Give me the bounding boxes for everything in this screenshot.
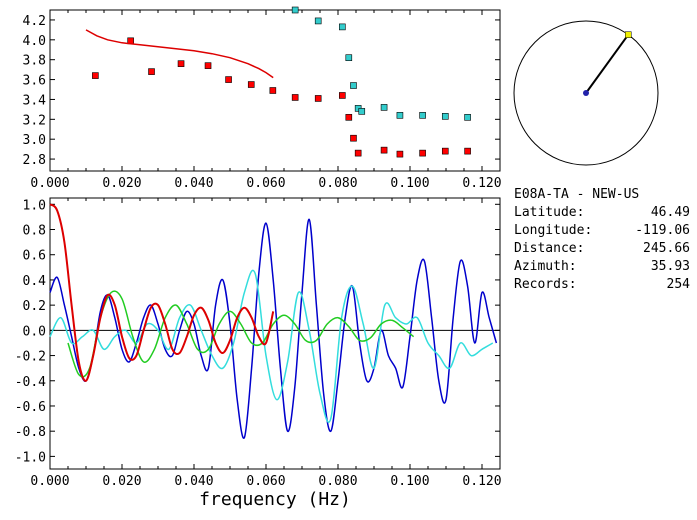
data-point-red — [177, 60, 185, 67]
azimuth-needle — [585, 34, 630, 94]
x-tick-label: 0.040 — [174, 176, 213, 191]
latitude-value: 46.49 — [650, 205, 690, 220]
waveform-series-2 — [67, 290, 415, 378]
data-point-cyan — [358, 108, 366, 115]
data-point-cyan — [380, 104, 388, 111]
longitude-row: Longitude: -119.06 — [514, 222, 690, 240]
azimuth-tip-marker — [624, 31, 632, 38]
data-point-cyan — [441, 113, 449, 120]
data-point-cyan — [350, 82, 357, 89]
data-point-red — [204, 62, 212, 69]
x-tick-label: 0.040 — [174, 474, 213, 489]
longitude-label: Longitude: — [514, 223, 593, 238]
x-tick-label: 0.100 — [390, 474, 429, 489]
y-tick-label: 0.8 — [23, 224, 46, 239]
y-tick-label: 0.4 — [23, 274, 47, 289]
data-point-red — [419, 149, 426, 157]
data-point-red — [354, 149, 362, 157]
x-tick-label: 0.060 — [246, 176, 285, 191]
y-tick-label: 0.6 — [23, 249, 46, 264]
data-point-red — [345, 114, 353, 121]
y-tick-label: 0.2 — [23, 299, 46, 314]
records-value: 254 — [666, 277, 690, 292]
data-point-red — [291, 94, 299, 101]
data-point-red — [350, 134, 357, 142]
data-point-cyan — [464, 114, 471, 121]
x-tick-label: 0.120 — [462, 474, 501, 489]
azimuth-label: Azimuth: — [514, 259, 577, 274]
data-point-red — [396, 150, 404, 158]
waveform-series-1 — [49, 269, 494, 423]
data-point-red — [314, 95, 322, 102]
distance-row: Distance: 245.66 — [514, 240, 690, 258]
plot-frame — [49, 197, 501, 470]
azimuth-value: 35.93 — [650, 259, 690, 274]
x-tick-label: 0.080 — [318, 474, 357, 489]
azimuth-ring — [513, 20, 659, 166]
x-tick-label: 0.060 — [246, 474, 285, 489]
data-point-red — [339, 92, 346, 99]
y-tick-label: 1.0 — [23, 198, 46, 213]
data-point-cyan — [396, 112, 404, 119]
x-tick-label: 0.020 — [102, 474, 141, 489]
longitude-value: -119.06 — [635, 223, 690, 238]
data-point-red — [464, 147, 471, 155]
records-label: Records: — [514, 277, 577, 292]
records-row: Records: 254 — [514, 276, 690, 294]
data-point-cyan — [339, 23, 346, 31]
latitude-row: Latitude: 46.49 — [514, 204, 690, 222]
plot-frame — [49, 9, 501, 172]
azimuth-row: Azimuth: 35.93 — [514, 258, 690, 276]
y-tick-label: 3.8 — [23, 54, 46, 69]
data-point-red — [380, 146, 388, 154]
x-axis-label: frequency (Hz) — [199, 489, 351, 510]
data-point-red — [225, 76, 232, 83]
x-tick-label: 0.120 — [462, 176, 501, 191]
x-tick-label: 0.020 — [102, 176, 141, 191]
x-tick-label: 0.100 — [390, 176, 429, 191]
y-tick-label: 3.2 — [23, 113, 46, 128]
y-tick-label: 2.8 — [23, 153, 46, 168]
azimuth-dial — [513, 20, 659, 166]
distance-value: 245.66 — [643, 241, 690, 256]
fit-curve — [85, 29, 274, 79]
y-tick-label: -0.8 — [15, 425, 46, 440]
data-point-red — [148, 68, 155, 75]
waveform-series-3 — [49, 203, 275, 382]
data-point-cyan — [345, 54, 353, 62]
y-tick-label: 3.4 — [23, 93, 47, 108]
data-point-cyan — [419, 112, 426, 119]
data-point-red — [247, 81, 255, 88]
x-tick-label: 0.000 — [30, 176, 69, 191]
y-tick-label: -0.2 — [15, 350, 46, 365]
x-tick-label: 0.000 — [30, 474, 69, 489]
x-tick-label: 0.080 — [318, 176, 357, 191]
data-point-red — [92, 72, 99, 79]
y-tick-label: 3.0 — [23, 133, 46, 148]
y-tick-label: -0.6 — [15, 400, 46, 415]
data-point-cyan — [291, 6, 299, 14]
distance-label: Distance: — [514, 241, 585, 256]
waveform-panel: 0.000 0.020 0.040 0.060 0.080 0.100 0.120 1.0 0.… — [15, 197, 502, 489]
station-origin-marker — [583, 90, 589, 96]
y-tick-label: -0.4 — [15, 375, 46, 390]
y-tick-label: 0.0 — [23, 324, 46, 339]
station-info: E08A-TA - NEW-US Latitude: 46.49 Longitu… — [514, 186, 690, 294]
station-name: E08A-TA - NEW-US — [514, 187, 640, 202]
data-point-red — [269, 87, 277, 94]
y-tick-label: 4.2 — [23, 14, 46, 29]
y-tick-label: -1.0 — [15, 450, 46, 465]
data-point-red — [441, 147, 449, 155]
data-point-cyan — [314, 17, 322, 25]
dispersion-panel: 0.000 0.020 0.040 0.060 0.080 0.100 0.120 2.8 3.… — [23, 6, 502, 191]
y-tick-label: 3.6 — [23, 74, 46, 89]
y-tick-label: 4.0 — [23, 34, 46, 49]
waveform-series-0 — [49, 218, 498, 439]
latitude-label: Latitude: — [514, 205, 585, 220]
